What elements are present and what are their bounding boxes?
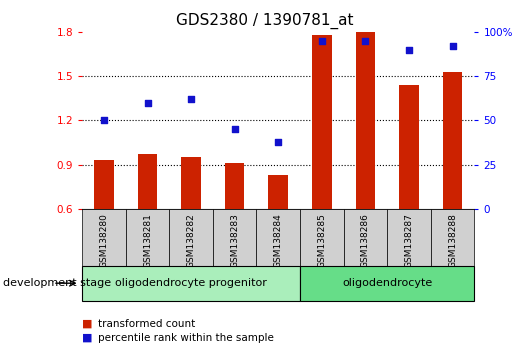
Text: oligodendrocyte progenitor: oligodendrocyte progenitor bbox=[115, 278, 267, 288]
Bar bbox=[94, 160, 114, 209]
Bar bbox=[300, 266, 474, 301]
Bar bbox=[399, 85, 419, 209]
Bar bbox=[431, 209, 474, 266]
Bar bbox=[356, 32, 375, 209]
Text: ■: ■ bbox=[82, 333, 93, 343]
Bar bbox=[213, 209, 257, 266]
Bar bbox=[387, 209, 431, 266]
Text: development stage: development stage bbox=[3, 278, 111, 288]
Bar bbox=[300, 209, 343, 266]
Bar bbox=[225, 163, 244, 209]
Text: oligodendrocyte: oligodendrocyte bbox=[342, 278, 432, 288]
Text: GSM138285: GSM138285 bbox=[317, 213, 326, 268]
Point bbox=[187, 96, 196, 102]
Point bbox=[231, 126, 239, 132]
Point bbox=[405, 47, 413, 52]
Text: GSM138283: GSM138283 bbox=[230, 213, 239, 268]
Point bbox=[274, 139, 282, 144]
Text: GSM138281: GSM138281 bbox=[143, 213, 152, 268]
Text: GSM138282: GSM138282 bbox=[187, 213, 196, 268]
Bar bbox=[443, 72, 462, 209]
Text: ■: ■ bbox=[82, 319, 93, 329]
Bar bbox=[169, 209, 213, 266]
Text: GSM138286: GSM138286 bbox=[361, 213, 370, 268]
Point bbox=[100, 118, 108, 123]
Bar bbox=[257, 209, 300, 266]
Point bbox=[361, 38, 369, 44]
Point bbox=[317, 38, 326, 44]
Bar bbox=[82, 266, 300, 301]
Bar bbox=[82, 209, 126, 266]
Bar bbox=[343, 209, 387, 266]
Point bbox=[448, 43, 457, 49]
Point bbox=[143, 100, 152, 105]
Bar bbox=[126, 209, 169, 266]
Text: GSM138284: GSM138284 bbox=[274, 213, 282, 268]
Bar bbox=[181, 157, 201, 209]
Text: GDS2380 / 1390781_at: GDS2380 / 1390781_at bbox=[176, 12, 354, 29]
Text: transformed count: transformed count bbox=[98, 319, 195, 329]
Bar bbox=[269, 175, 288, 209]
Text: GSM138287: GSM138287 bbox=[404, 213, 413, 268]
Bar bbox=[312, 35, 332, 209]
Bar bbox=[138, 154, 157, 209]
Text: percentile rank within the sample: percentile rank within the sample bbox=[98, 333, 274, 343]
Text: GSM138280: GSM138280 bbox=[100, 213, 109, 268]
Text: GSM138288: GSM138288 bbox=[448, 213, 457, 268]
